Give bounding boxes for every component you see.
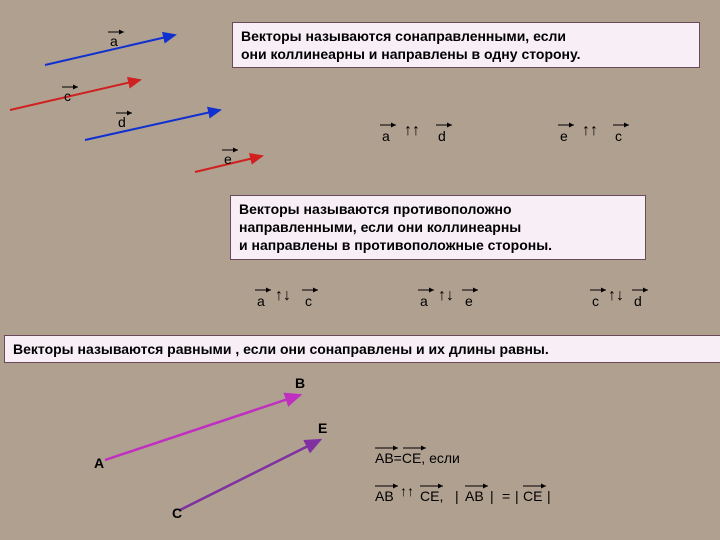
label-c: c — [64, 88, 71, 104]
pair5-right: d — [634, 293, 642, 309]
eq2-bar1: | — [455, 488, 459, 504]
pair2-left: e — [560, 128, 568, 144]
pair1-right: d — [438, 128, 446, 144]
definition-box-codirectional: Векторы называются сонаправленными, если… — [232, 22, 700, 68]
label-e: e — [224, 151, 232, 167]
eq2-sym: ↑↑ — [400, 483, 414, 499]
pair5-sym: ↑↓ — [608, 287, 624, 305]
pair4-left: a — [420, 293, 428, 309]
pair3-left: a — [257, 293, 265, 309]
box1-line1: Векторы называются сонаправленными, если — [241, 27, 691, 45]
pair2-right: c — [615, 128, 622, 144]
label-d: d — [118, 114, 126, 130]
label-A: A — [94, 455, 104, 471]
pair2-sym: ↑↑ — [582, 122, 598, 140]
pair4-sym: ↑↓ — [438, 287, 454, 305]
pair1-sym: ↑↑ — [404, 122, 420, 140]
box2-line2: направленными, если они коллинеарны — [239, 218, 637, 236]
eq2-ce: CE, — [420, 488, 443, 504]
label-a: a — [110, 33, 118, 49]
eq2-bar2: | — [490, 488, 494, 504]
label-E: E — [318, 420, 327, 436]
definition-box-equal: Векторы называются равными , если они со… — [4, 335, 720, 363]
pair1-left: a — [382, 128, 390, 144]
eq2-bar3: | — [515, 488, 519, 504]
box3-text: Векторы называются равными , если они со… — [13, 341, 549, 357]
pair5-left: c — [592, 293, 599, 309]
eq2-bar4: | — [547, 488, 551, 504]
vector-lines — [0, 0, 720, 540]
box1-line2: они коллинеарны и направлены в одну стор… — [241, 45, 691, 63]
pair3-right: c — [305, 293, 312, 309]
eq2-eq: = — [502, 488, 510, 504]
label-C: C — [172, 505, 182, 521]
label-B: B — [295, 375, 305, 391]
box2-line1: Векторы называются противоположно — [239, 200, 637, 218]
eq2-ce2: CE — [523, 488, 542, 504]
eq2-ab: AB — [375, 488, 394, 504]
eq1: AB=CE, если — [375, 450, 460, 466]
box2-line3: и направлены в противоположные стороны. — [239, 236, 637, 254]
pair3-sym: ↑↓ — [275, 287, 291, 305]
definition-box-opposite: Векторы называются противоположно направ… — [230, 195, 646, 260]
eq2-ab2: AB — [465, 488, 484, 504]
pair4-right: e — [465, 293, 473, 309]
